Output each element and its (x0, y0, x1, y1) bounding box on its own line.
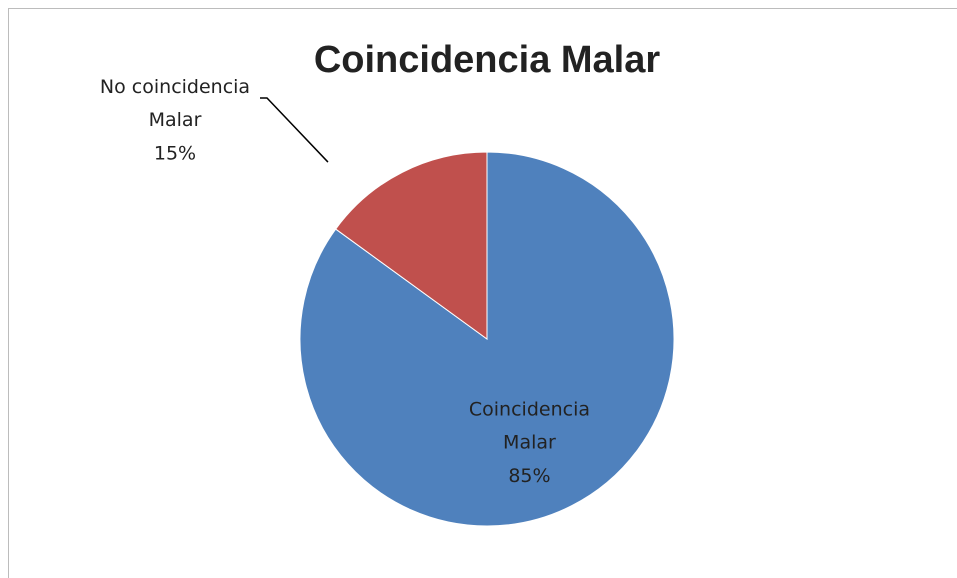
category-label: Coincidencia Malar (469, 398, 590, 453)
value-label: 15% (154, 143, 196, 165)
pie-slice (335, 151, 488, 340)
chart-title: Coincidencia Malar (314, 39, 661, 81)
value-label: 85% (508, 465, 550, 487)
category-label: No coincidencia Malar (100, 76, 250, 131)
leader-line (260, 97, 329, 163)
